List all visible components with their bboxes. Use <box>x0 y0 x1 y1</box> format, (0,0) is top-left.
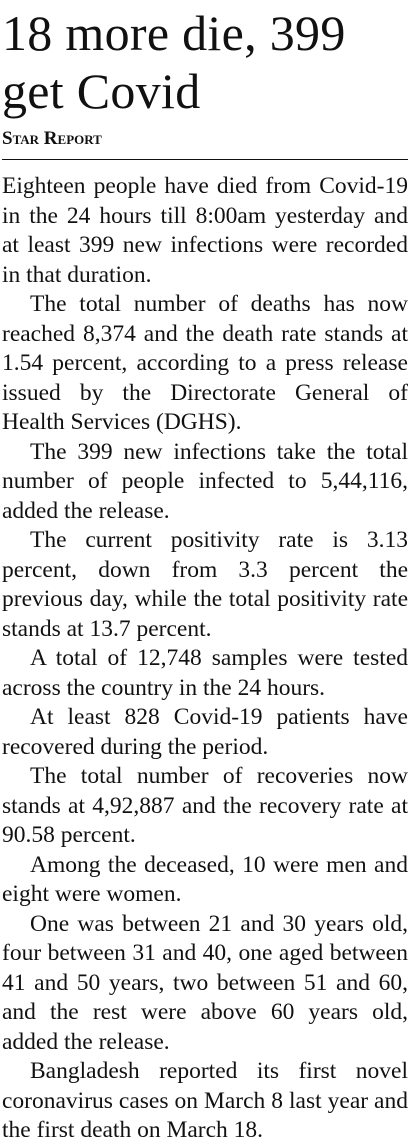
paragraph: At least 828 Covid-19 patients have reco… <box>2 704 408 760</box>
paragraph: Eighteen people have died from Covid-19 … <box>2 173 408 288</box>
paragraph: The total number of deaths has now reach… <box>2 291 408 435</box>
paragraph: Among the deceased, 10 were men and eigh… <box>2 851 408 908</box>
paragraph: One was between 21 and 30 years old, fou… <box>2 910 408 1055</box>
headline: 18 more die, 399 get Covid <box>2 5 346 119</box>
paragraph: A total of 12,748 samples were tested ac… <box>2 645 408 701</box>
paragraph: The current positivity rate is 3.13 perc… <box>2 527 408 642</box>
paragraph: The 399 new infections take the total nu… <box>2 438 408 524</box>
paragraph: The total number of recoveries now stand… <box>2 763 408 848</box>
article-body: Eighteen people have died from Covid-19 … <box>2 172 408 1146</box>
byline: Star Report <box>2 128 102 149</box>
paragraph: Bangladesh reported its first novel coro… <box>2 1058 408 1143</box>
rule <box>2 159 408 160</box>
